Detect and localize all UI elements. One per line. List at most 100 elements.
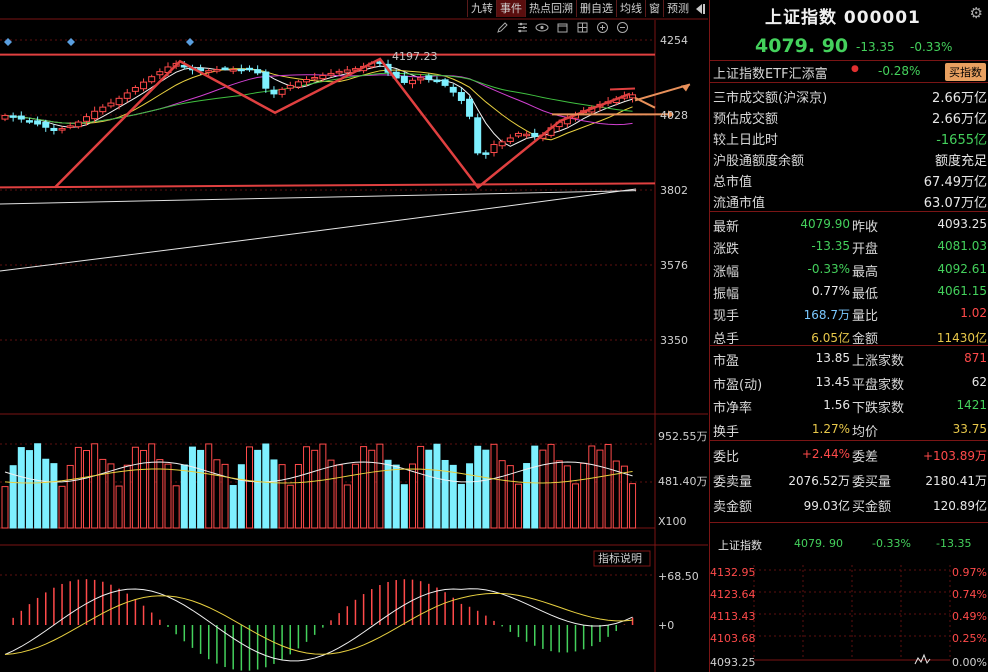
volume-bar xyxy=(539,449,547,529)
trend-segment xyxy=(609,87,636,91)
quote-label: 平盘家数 xyxy=(852,377,905,393)
volume-bar xyxy=(50,463,58,529)
candle-body xyxy=(441,79,449,86)
volume-bar xyxy=(213,459,221,529)
volume-bar xyxy=(384,459,392,529)
price-change-pct: -0.33% xyxy=(910,40,953,54)
y-label-3802: 3802 xyxy=(660,184,688,197)
quote-price-line: 4079. 90 -13.35 -0.33% xyxy=(710,34,988,58)
candle-body xyxy=(42,121,50,128)
gear-icon[interactable]: ⚙ xyxy=(969,4,983,22)
price-change: -13.35 xyxy=(856,40,895,54)
toolbar-button-forecast[interactable]: 预测 xyxy=(663,0,692,17)
quote-value: 2076.52万 xyxy=(788,474,850,488)
moving-average-lines xyxy=(0,65,637,272)
quote-pair-row: 现手 168.7万 量比 1.02 xyxy=(710,302,988,324)
volume-bar xyxy=(596,449,604,529)
divider xyxy=(710,522,988,523)
candle-body xyxy=(482,152,490,155)
candle-body xyxy=(229,69,237,72)
volume-bar xyxy=(294,463,302,529)
quote-value: 871 xyxy=(964,351,987,365)
volume-bar xyxy=(457,483,465,529)
eye-icon[interactable] xyxy=(534,19,550,36)
volume-bar xyxy=(286,484,294,529)
quote-label: 委比 xyxy=(713,450,740,465)
candle-body xyxy=(99,106,107,113)
grid-icon[interactable] xyxy=(574,19,590,36)
candle-body xyxy=(425,75,433,80)
quote-pair-row: 市盈 13.85 上涨家数 871 xyxy=(710,347,988,369)
macd-info-label: 指标说明 xyxy=(598,551,642,565)
arrow-up-line xyxy=(634,83,691,102)
quote-value: 99.03亿 xyxy=(803,499,850,513)
event-diamond-icon[interactable] xyxy=(186,38,194,46)
volume-bar xyxy=(66,464,74,529)
quote-value: 13.45 xyxy=(815,374,850,389)
vol-label-unit: X100 xyxy=(658,515,687,528)
pen-icon[interactable] xyxy=(494,19,510,36)
volume-bar xyxy=(327,459,335,529)
toolbar-button-window[interactable]: 窗 xyxy=(645,0,663,17)
mini-left-2: 4113.43 xyxy=(710,610,756,623)
candle-body xyxy=(433,79,441,83)
etf-row[interactable]: 上证指数ETF汇添富 ● -0.28% 买指数 xyxy=(710,62,988,82)
volume-bar xyxy=(514,483,522,529)
y-label-3576: 3576 xyxy=(660,259,688,272)
toolbar-button-events[interactable]: 事件 xyxy=(496,0,525,17)
volume-bar xyxy=(1,486,9,529)
collapse-arrow-icon[interactable] xyxy=(692,0,708,17)
quote-label: 开盘 xyxy=(852,242,879,258)
volume-bar xyxy=(417,445,425,529)
toolbar-button-remove-favorite[interactable]: 删自选 xyxy=(576,0,616,17)
volume-bar xyxy=(335,464,343,529)
quote-value: 4081.03 xyxy=(937,239,987,254)
mini-right-0: 0.97% xyxy=(952,566,987,579)
toolbar-button-jiuzhuan[interactable]: 九转 xyxy=(467,0,496,17)
ma-250-line xyxy=(0,188,637,272)
candle-body xyxy=(286,84,294,89)
quote-pair-row: 委卖量 2076.52万 委买量 2180.41万 xyxy=(710,468,988,490)
candle-body xyxy=(17,115,25,120)
divider xyxy=(710,345,988,346)
quote-value: -13.35 xyxy=(811,239,850,254)
volume-bar xyxy=(343,484,351,529)
volume-bar xyxy=(449,464,457,529)
quote-label: 卖金额 xyxy=(713,500,753,515)
box-icon[interactable] xyxy=(554,19,570,36)
candle-body xyxy=(278,88,286,95)
quote-label: 市盈(动) xyxy=(713,377,763,393)
quote-value: 2180.41万 xyxy=(925,474,987,488)
divider xyxy=(710,82,988,83)
quote-value: 1421 xyxy=(956,398,987,412)
event-diamond-icon[interactable] xyxy=(67,38,75,46)
mini-left-3: 4103.68 xyxy=(710,632,756,645)
quote-label: 换手 xyxy=(713,424,740,440)
volume-bar xyxy=(400,484,408,529)
quote-value: +2.44% xyxy=(801,447,850,461)
macd-dea-line xyxy=(4,592,633,655)
volume-bar xyxy=(360,446,368,529)
volume-bar xyxy=(254,449,262,529)
toolbar-button-hotspot[interactable]: 热点回溯 xyxy=(525,0,576,17)
volume-bar xyxy=(270,459,278,529)
mini-chart-header: 上证指数 4079. 90 -0.33% -13.35 xyxy=(710,535,988,553)
buy-index-button[interactable]: 买指数 xyxy=(945,63,986,81)
add-circle-icon[interactable] xyxy=(594,19,610,36)
remove-circle-icon[interactable] xyxy=(614,19,630,36)
quote-label: 最高 xyxy=(852,264,879,280)
intraday-mini-chart[interactable]: 4132.95 4123.64 4113.43 4103.68 4093.25 … xyxy=(710,560,988,672)
volume-bar xyxy=(156,459,164,529)
quote-value: 13.85 xyxy=(815,351,850,365)
candle-body xyxy=(205,70,213,73)
candle-body xyxy=(246,67,253,71)
toolbar-button-ma[interactable]: 均线 xyxy=(616,0,645,17)
event-diamond-icon[interactable] xyxy=(4,38,12,46)
candle-body xyxy=(237,68,245,72)
candle-body xyxy=(115,97,123,106)
macd-info-button[interactable]: 指标说明 xyxy=(593,550,651,567)
y-label-4254: 4254 xyxy=(660,34,688,47)
kline-chart-area[interactable]: 4254 4028 3802 3576 3350 4197.23 952.55万… xyxy=(0,0,708,672)
settings-slider-icon[interactable] xyxy=(514,19,530,36)
trend-annotations xyxy=(0,53,691,190)
